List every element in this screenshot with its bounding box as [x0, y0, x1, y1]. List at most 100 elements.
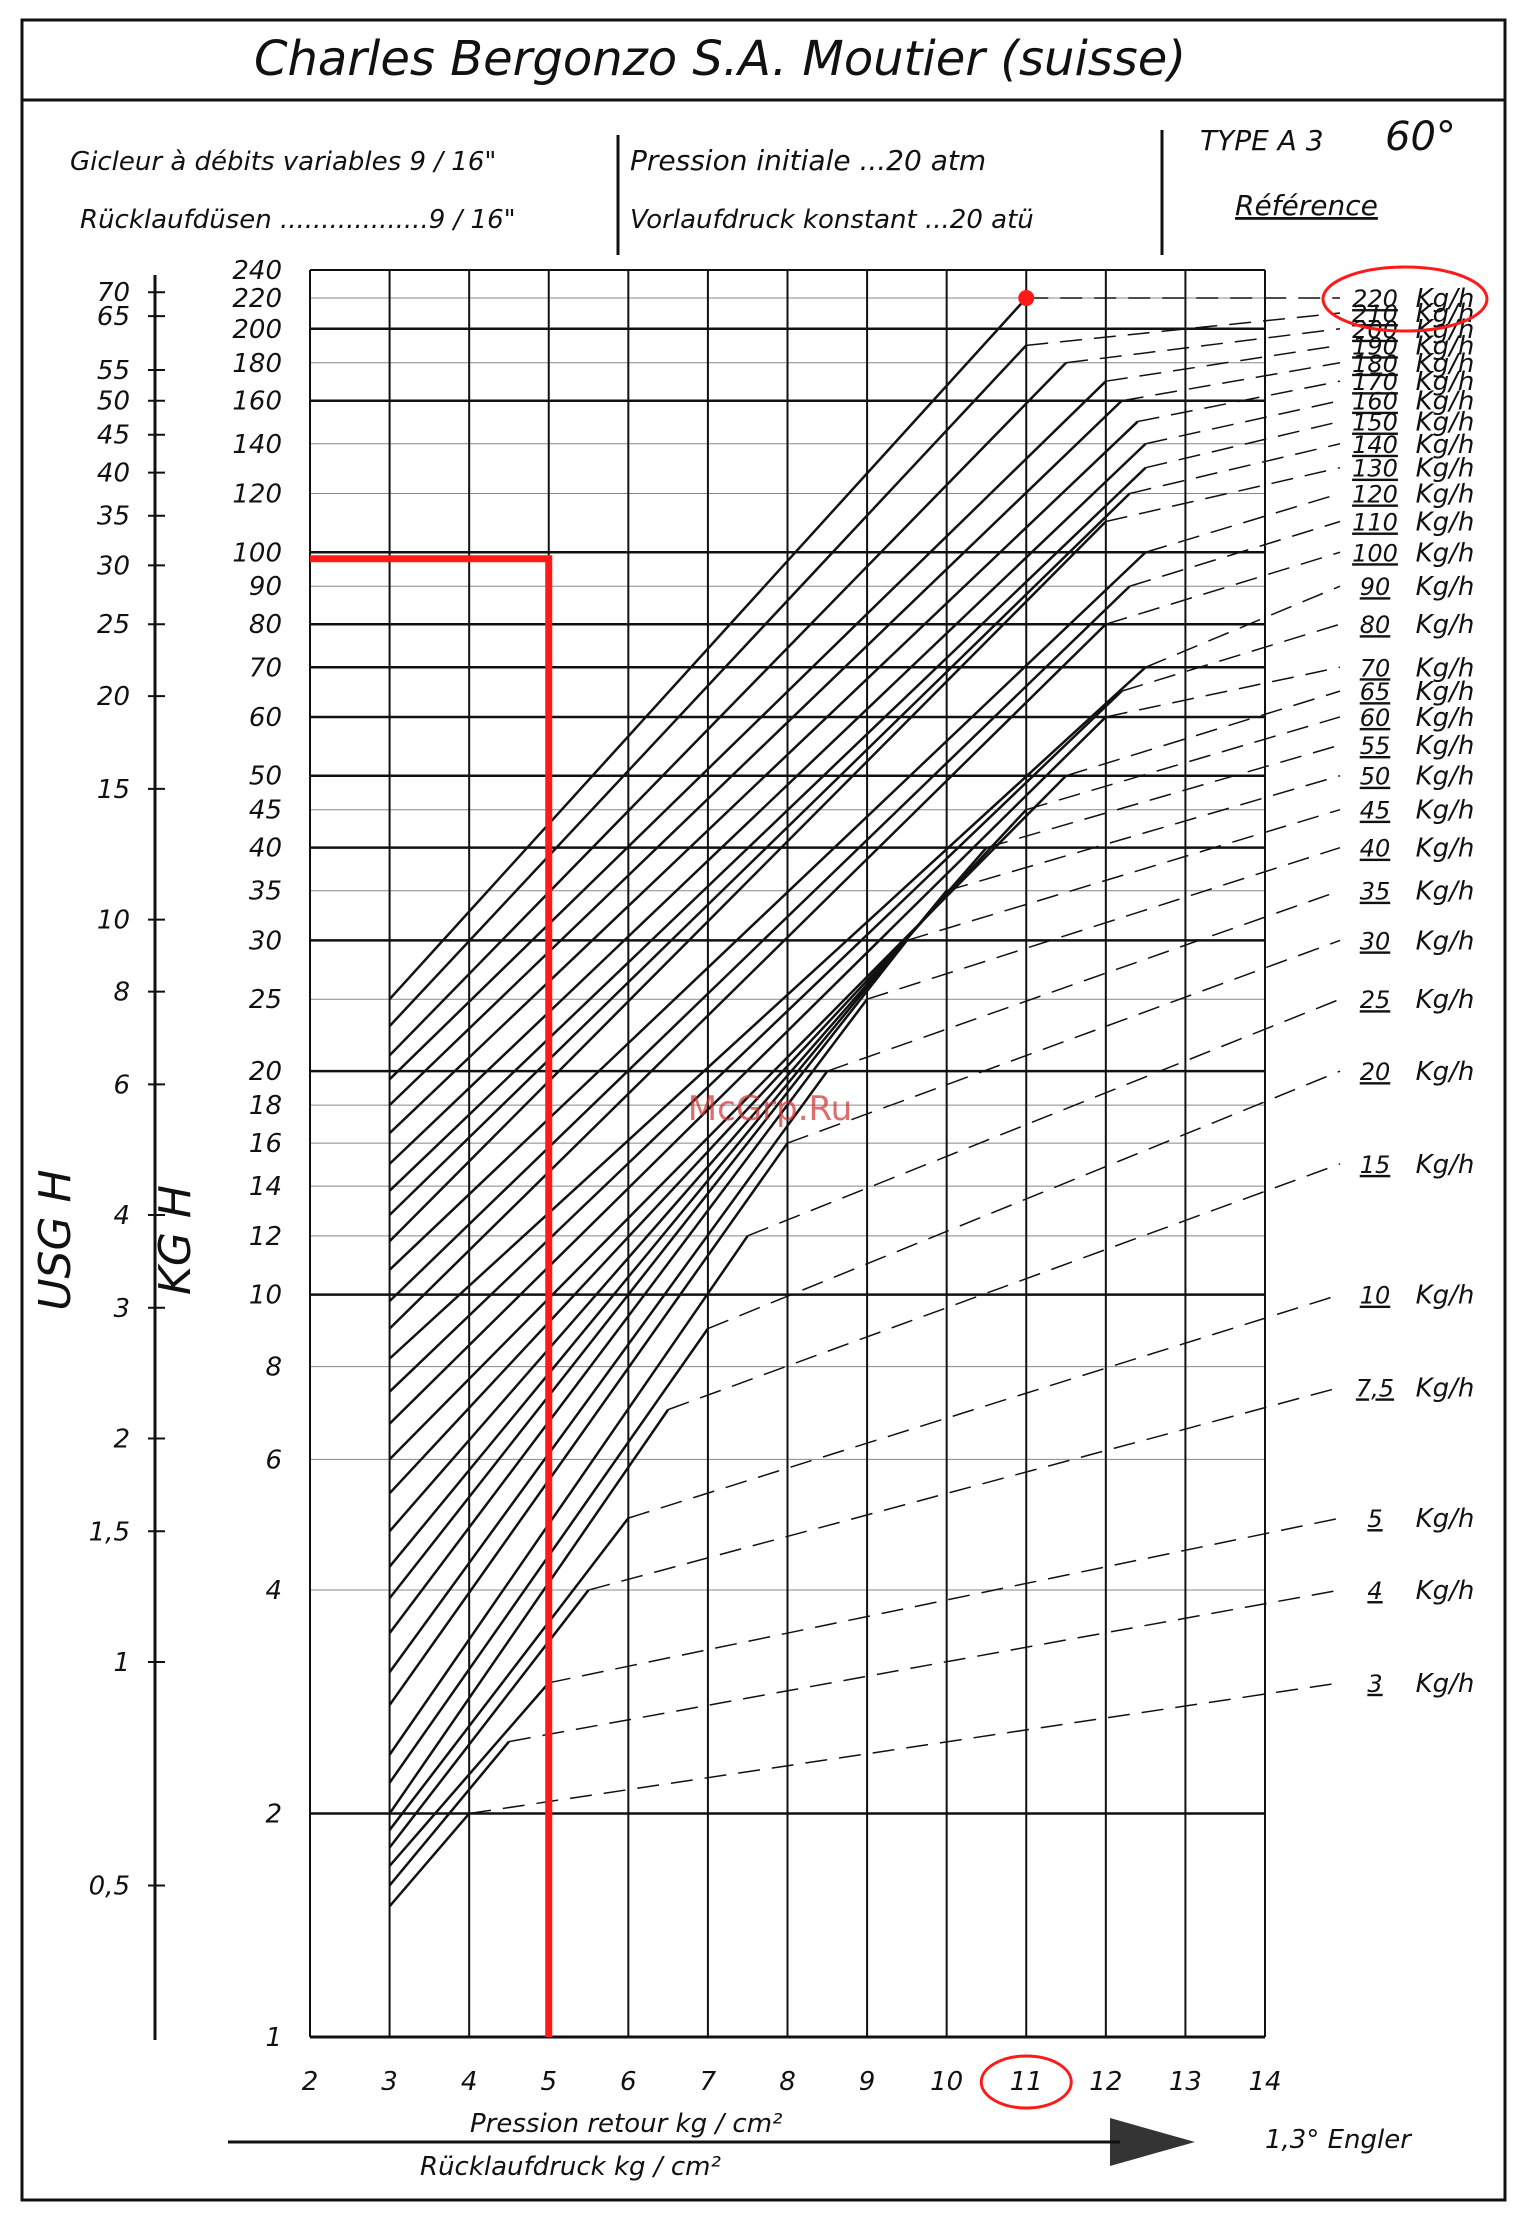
usgh-tick-15: 15	[97, 775, 130, 805]
ref-value-140: 140	[1352, 431, 1398, 459]
ref-value-210: 210	[1352, 300, 1398, 328]
ref-leader-20	[707, 1070, 1341, 1330]
usgh-tick-3: 3	[113, 1294, 130, 1324]
ref-value-45: 45	[1360, 797, 1391, 825]
ref-value-4: 4	[1367, 1577, 1382, 1605]
kgh-tick-120: 120	[232, 479, 282, 509]
usgh-tick-65: 65	[97, 302, 130, 332]
ref-value-3: 3	[1367, 1670, 1382, 1698]
highlight-tick-ellipse	[979, 2054, 1073, 2110]
x-axis-label-2: Rücklaufdruck kg / cm²	[420, 2152, 721, 2182]
usgh-tick-10: 10	[97, 906, 130, 936]
ref-leader-65	[1065, 690, 1341, 777]
ref-leader-40	[866, 846, 1341, 1000]
ref-unit-15: Kg/h	[1416, 1150, 1475, 1180]
ref-unit-55: Kg/h	[1416, 731, 1475, 761]
ref-leader-45	[906, 808, 1341, 942]
usgh-tick-45: 45	[97, 421, 130, 451]
x-tick-11: 11	[1010, 2067, 1043, 2097]
ref-unit-20: Kg/h	[1416, 1057, 1475, 1087]
kgh-tick-60: 60	[249, 703, 282, 733]
ref-unit-4: Kg/h	[1416, 1576, 1475, 1606]
ref-unit-100: Kg/h	[1416, 538, 1475, 568]
usgh-tick-2: 2	[113, 1425, 130, 1455]
ref-leader-130	[1105, 466, 1341, 523]
header-reference: Référence	[1235, 189, 1378, 222]
usgh-axis-title: USG H	[30, 1169, 81, 1310]
ref-unit-10: Kg/h	[1416, 1281, 1475, 1311]
ref-leader-30	[787, 939, 1341, 1144]
ref-leader-150	[1145, 420, 1341, 469]
ref-line-190	[388, 380, 1107, 1081]
ref-value-120: 120	[1352, 480, 1398, 508]
ref-leader-55	[986, 744, 1341, 849]
ref-line-80	[388, 690, 1123, 1393]
ref-value-40: 40	[1360, 835, 1391, 863]
ref-value-180: 180	[1352, 350, 1398, 378]
ref-line-180	[388, 399, 1123, 1107]
x-tick-7: 7	[700, 2067, 717, 2097]
ref-line-150	[388, 466, 1147, 1192]
ref-leader-190	[1105, 344, 1341, 382]
ref-unit-35: Kg/h	[1416, 877, 1475, 907]
ref-value-35: 35	[1360, 878, 1391, 906]
ref-value-20: 20	[1360, 1058, 1391, 1086]
ref-unit-45: Kg/h	[1416, 796, 1475, 826]
ref-unit-30: Kg/h	[1416, 926, 1475, 956]
kgh-tick-180: 180	[232, 349, 282, 379]
x-tick-2: 2	[302, 2067, 319, 2097]
ref-value-100: 100	[1352, 539, 1398, 567]
ref-unit-40: Kg/h	[1416, 834, 1475, 864]
kgh-tick-50: 50	[249, 762, 282, 792]
ref-value-50: 50	[1360, 763, 1391, 791]
kgh-tick-25: 25	[249, 985, 282, 1015]
ref-line-110	[388, 585, 1131, 1303]
ref-value-65: 65	[1360, 678, 1391, 706]
outer-frame	[20, 18, 1507, 2202]
x-tick-13: 13	[1169, 2067, 1202, 2097]
ref-leader-4	[508, 1589, 1341, 1743]
ref-unit-60: Kg/h	[1416, 703, 1475, 733]
pressure-arrow-head	[1110, 2118, 1195, 2166]
ref-leader-50	[946, 775, 1341, 892]
ref-line-40	[388, 998, 869, 1634]
ref-unit-140: Kg/h	[1416, 430, 1475, 460]
ref-unit-25: Kg/h	[1416, 985, 1475, 1015]
usgh-tick-0,5: 0,5	[89, 1871, 130, 1901]
usgh-tick-6: 6	[113, 1070, 130, 1100]
ref-unit-5: Kg/h	[1416, 1504, 1475, 1534]
ref-line-140	[388, 492, 1131, 1216]
usgh-tick-50: 50	[97, 387, 130, 417]
chart-title: Charles Bergonzo S.A. Moutier (suisse)	[254, 31, 1186, 87]
ref-leader-80	[1121, 623, 1341, 692]
ref-unit-7,5: Kg/h	[1416, 1373, 1475, 1403]
header-angle: 60°	[1385, 114, 1456, 160]
ref-unit-190: Kg/h	[1416, 331, 1475, 361]
x-tick-14: 14	[1248, 2067, 1281, 2097]
kgh-tick-160: 160	[232, 387, 282, 417]
ref-value-10: 10	[1360, 1282, 1391, 1310]
ref-line-70	[388, 716, 1107, 1425]
ref-line-15	[388, 1408, 670, 1815]
ref-value-190: 190	[1352, 332, 1398, 360]
ref-line-120	[388, 551, 1147, 1271]
ref-line-45	[388, 939, 908, 1599]
ref-line-25	[388, 1235, 749, 1756]
ref-value-160: 160	[1352, 388, 1398, 416]
ref-leader-60	[1026, 716, 1341, 811]
ref-line-100	[388, 623, 1107, 1330]
ref-value-150: 150	[1352, 409, 1398, 437]
header-type: TYPE A 3	[1200, 124, 1324, 157]
ref-leader-110	[1129, 520, 1341, 587]
ref-leader-170	[1137, 380, 1341, 423]
ref-line-130	[388, 520, 1107, 1243]
ref-value-25: 25	[1360, 986, 1391, 1014]
ref-line-90	[388, 666, 1147, 1360]
ref-line-170	[388, 420, 1139, 1135]
ref-leader-35	[827, 890, 1341, 1072]
usgh-tick-8: 8	[113, 978, 130, 1008]
ref-line-10	[388, 1517, 630, 1831]
kgh-tick-240: 240	[232, 256, 282, 286]
ref-line-50	[388, 889, 948, 1568]
